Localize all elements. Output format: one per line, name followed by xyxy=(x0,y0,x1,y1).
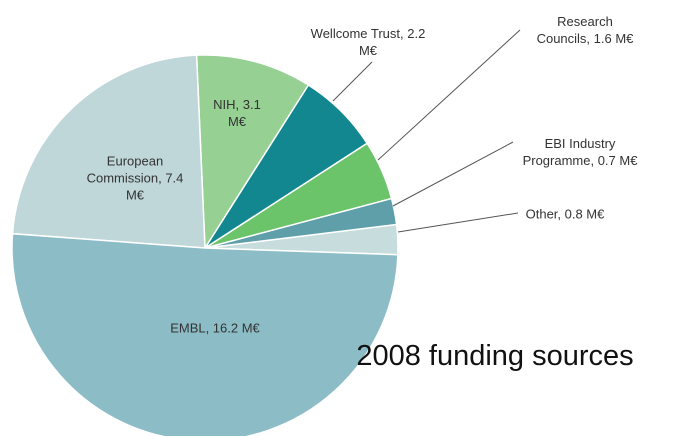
slice-label: EBI Industry Programme, 0.7 M€ xyxy=(522,136,638,168)
slice-label: EMBL, 16.2 M€ xyxy=(170,320,260,336)
pie-slice xyxy=(11,54,206,249)
leader-line xyxy=(332,61,373,102)
slice-label: Wellcome Trust, 2.2 M€ xyxy=(310,26,426,58)
chart-title: 2008 funding sources xyxy=(356,340,634,372)
leader-line xyxy=(377,29,521,161)
slice-label: Other, 0.8 M€ xyxy=(525,206,605,222)
leader-line xyxy=(397,212,519,233)
pie-slice xyxy=(195,54,310,251)
leader-line xyxy=(392,141,514,207)
slice-label: NIH, 3.1 M€ xyxy=(213,97,261,129)
slice-label: European Commission, 7.4 M€ xyxy=(86,153,184,203)
pie-slice xyxy=(11,232,399,436)
slice-label: Research Councils, 1.6 M€ xyxy=(536,14,634,46)
